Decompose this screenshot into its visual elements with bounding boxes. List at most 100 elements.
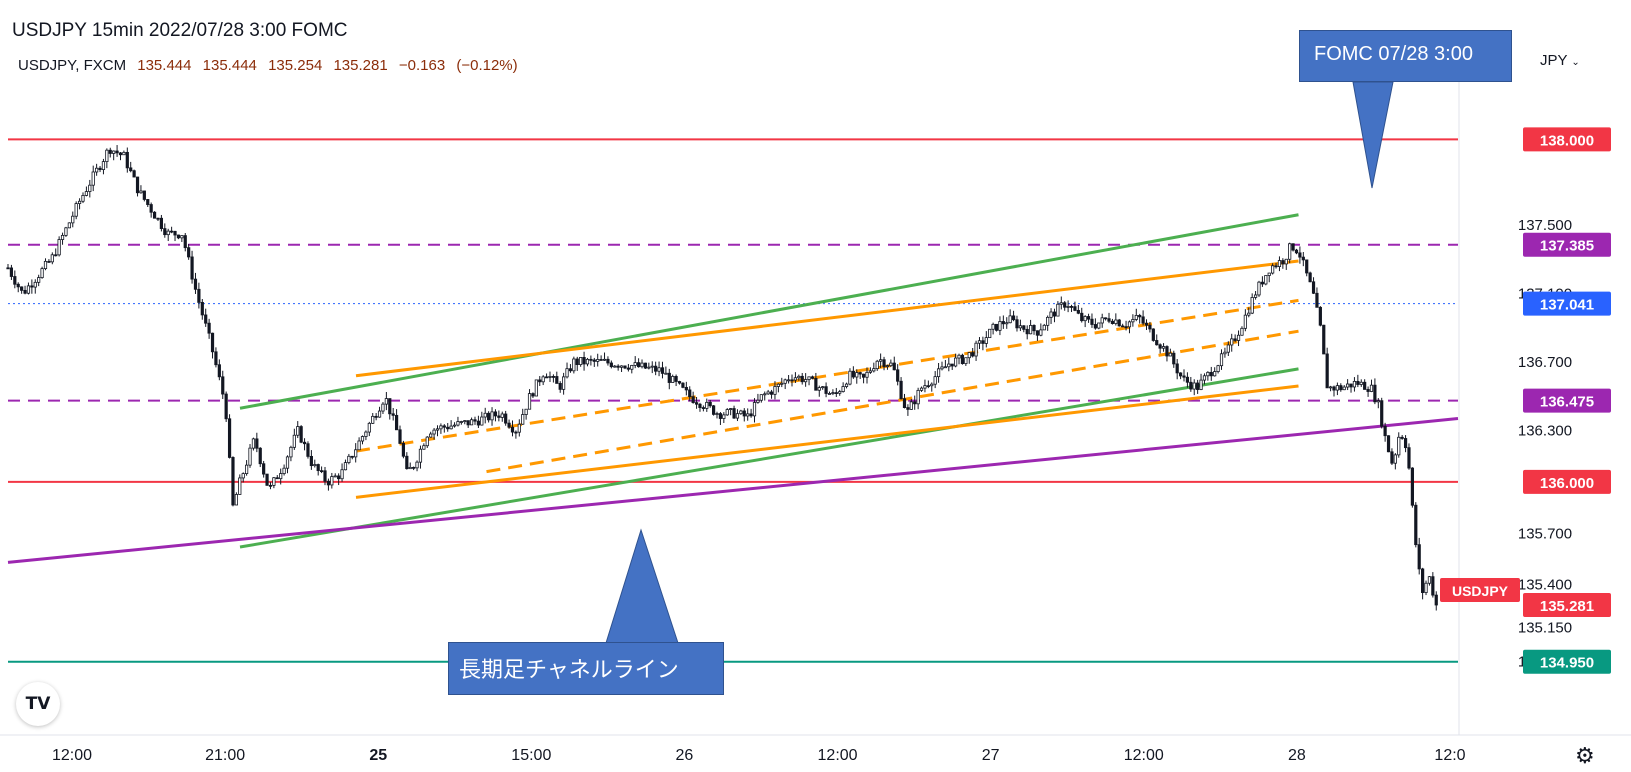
time-tick-label: 15:00: [511, 747, 551, 764]
trend-line-5[interactable]: [486, 329, 1299, 474]
candle: [1240, 327, 1244, 336]
tradingview-logo[interactable]: TV: [16, 682, 60, 726]
trend-line-4[interactable]: [355, 298, 1299, 453]
candle: [844, 383, 849, 387]
candle: [101, 161, 106, 171]
trend-line-6[interactable]: [7, 417, 1459, 564]
price-label-box: [1523, 649, 1611, 674]
candle: [20, 286, 24, 291]
trend-line-2[interactable]: [355, 259, 1299, 378]
candle: [1168, 352, 1172, 357]
candle: [1257, 281, 1261, 296]
change-value: −0.163: [398, 57, 446, 74]
candle: [1042, 324, 1046, 331]
candle: [521, 414, 525, 425]
currency-label: JPY: [1540, 52, 1568, 69]
candle: [337, 475, 341, 480]
price-label: 136.000: [1540, 475, 1594, 492]
candle: [1022, 325, 1026, 330]
candle: [1271, 265, 1275, 274]
candle: [13, 276, 17, 285]
candle: [251, 438, 256, 449]
candle: [735, 413, 740, 419]
candle: [258, 447, 262, 465]
candle: [804, 379, 808, 383]
price-label: 137.385: [1540, 238, 1594, 255]
channel-pointer: [605, 528, 679, 644]
candle: [1400, 436, 1404, 439]
candle: [309, 455, 313, 467]
candle: [1359, 381, 1363, 385]
candle: [807, 376, 811, 380]
candle: [108, 149, 112, 154]
candle: [1209, 371, 1213, 377]
candle: [718, 413, 723, 419]
candle: [797, 375, 801, 379]
candle: [722, 414, 726, 419]
candle: [118, 152, 123, 156]
price-label-box: [1523, 127, 1611, 152]
candle: [245, 464, 249, 475]
candle: [394, 414, 399, 431]
candle: [551, 376, 555, 378]
candle: [183, 235, 187, 249]
candle: [916, 389, 920, 405]
candle: [977, 340, 982, 344]
candle: [91, 171, 95, 186]
candle: [40, 268, 44, 279]
price-tick-label: 135.400: [1518, 577, 1572, 594]
candle: [681, 382, 685, 388]
candle: [248, 447, 252, 466]
price-label-box: [1523, 593, 1611, 618]
candle: [909, 401, 913, 410]
candle: [902, 398, 907, 408]
candle: [139, 190, 143, 194]
candle: [879, 359, 883, 362]
gear-icon[interactable]: ⚙: [1575, 743, 1595, 768]
candle: [357, 440, 361, 451]
candle: [882, 359, 886, 367]
candle: [1311, 281, 1316, 294]
candle: [1247, 312, 1251, 316]
candle: [637, 362, 641, 368]
candle: [1083, 316, 1087, 322]
time-tick-label: 12:0: [1434, 747, 1465, 764]
candle: [817, 387, 821, 391]
price-label-box: [1523, 469, 1611, 494]
candle: [1093, 324, 1097, 329]
candle: [1226, 344, 1230, 353]
candle: [1386, 435, 1391, 453]
candle: [654, 365, 658, 372]
candle: [1035, 330, 1040, 336]
trend-line-0[interactable]: [239, 213, 1299, 410]
candle: [616, 365, 620, 368]
candle: [347, 455, 351, 463]
candle: [510, 426, 515, 433]
candle: [1196, 382, 1200, 390]
candle: [26, 285, 31, 294]
candle: [1414, 504, 1418, 546]
candle: [268, 484, 273, 487]
candle: [725, 409, 729, 416]
trend-line-1[interactable]: [239, 367, 1299, 549]
candle: [146, 199, 150, 205]
candle: [275, 477, 279, 480]
price-label: 136.475: [1540, 394, 1594, 411]
candle: [926, 385, 930, 388]
last-price-tag-box: [1440, 578, 1520, 603]
currency-selector[interactable]: JPY ⌄: [1540, 52, 1580, 69]
candle: [1066, 306, 1070, 308]
candle: [435, 428, 440, 431]
candle: [316, 464, 320, 472]
time-tick-label: 25: [369, 747, 387, 764]
candle: [132, 170, 136, 178]
candle: [381, 403, 385, 412]
trend-line-3[interactable]: [355, 384, 1299, 499]
symbol-label[interactable]: USDJPY, FXCM: [18, 57, 127, 74]
candle: [507, 422, 511, 428]
candle: [1369, 384, 1374, 392]
candle: [1267, 272, 1271, 276]
candle: [892, 362, 896, 371]
last-price-tag: USDJPY: [1452, 583, 1509, 599]
